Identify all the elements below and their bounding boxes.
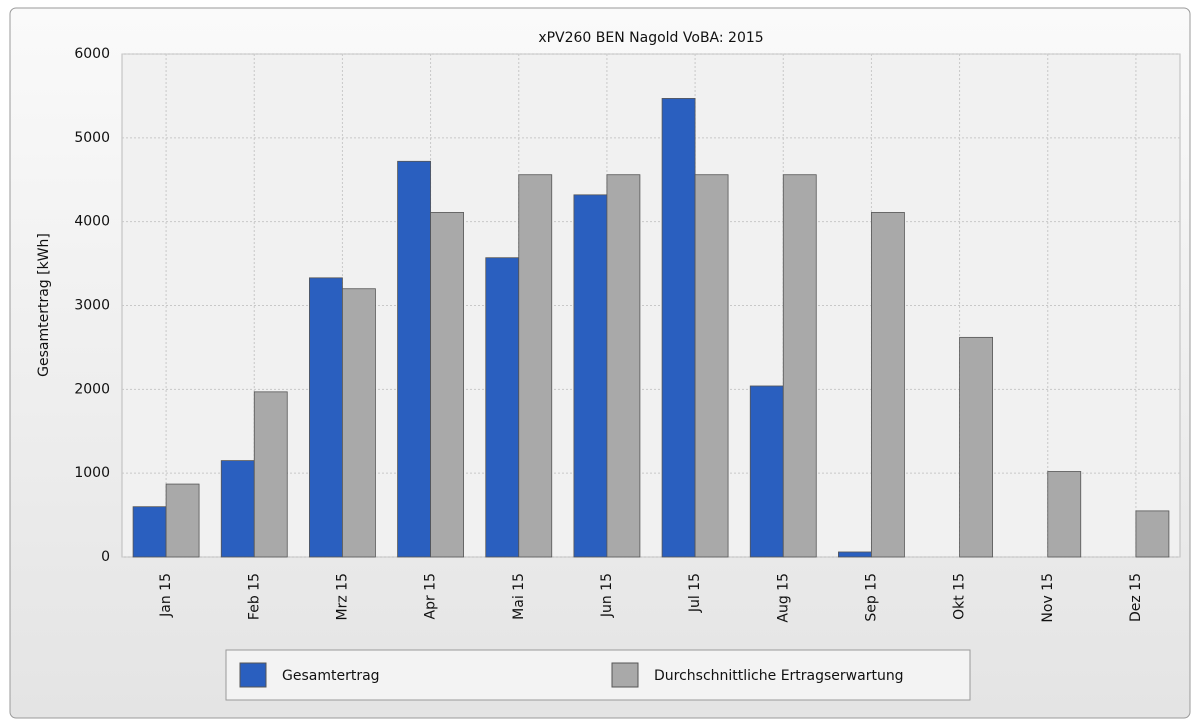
y-tick-label: 4000: [74, 214, 110, 230]
x-tick-label: Okt 15: [952, 573, 968, 620]
y-tick-label: 6000: [74, 46, 110, 62]
bar: [661, 98, 696, 558]
bar: [485, 257, 520, 558]
legend: [225, 649, 971, 701]
x-tick-label: Mrz 15: [334, 573, 350, 620]
x-tick-label: Jun 15: [599, 573, 615, 618]
x-tick-label: Jan 15: [158, 573, 174, 618]
y-tick-label: 2000: [74, 381, 110, 397]
bar: [749, 385, 784, 558]
bar: [606, 174, 641, 558]
bar: [871, 212, 905, 558]
bar: [342, 288, 376, 558]
bar: [430, 212, 464, 558]
bar: [959, 336, 993, 558]
bar: [518, 174, 553, 558]
x-tick-label: Sep 15: [863, 573, 879, 622]
bar: [1047, 471, 1082, 558]
x-tick-label: Feb 15: [246, 573, 262, 620]
bar: [838, 551, 872, 558]
legend-label: Gesamtertrag: [282, 668, 380, 684]
bar: [220, 460, 255, 558]
bar: [694, 174, 729, 558]
x-tick-label: Aug 15: [775, 573, 791, 623]
y-tick-label: 5000: [74, 130, 110, 146]
x-tick-label: Mai 15: [511, 573, 527, 620]
y-tick-label: 0: [101, 549, 110, 565]
bar: [1135, 510, 1170, 558]
legend-label: Durchschnittliche Ertragserwartung: [654, 668, 904, 684]
x-tick-label: Nov 15: [1040, 573, 1056, 623]
bar: [397, 160, 431, 558]
bar: [573, 194, 608, 558]
chart-title: xPV260 BEN Nagold VoBA: 2015: [538, 30, 763, 46]
legend-swatch: [611, 662, 639, 688]
x-tick-label: Jul 15: [687, 573, 703, 613]
x-tick-label: Apr 15: [423, 573, 439, 619]
bar: [165, 483, 200, 558]
bar: [132, 506, 167, 558]
x-tick-label: Dez 15: [1128, 573, 1144, 622]
y-tick-label: 1000: [74, 465, 110, 481]
bar: [782, 174, 817, 558]
y-axis-label: Gesamtertrag [kWh]: [36, 233, 52, 377]
y-tick-label: 3000: [74, 298, 110, 314]
bar: [309, 277, 343, 558]
bar: [253, 391, 288, 558]
legend-swatch: [239, 662, 267, 688]
